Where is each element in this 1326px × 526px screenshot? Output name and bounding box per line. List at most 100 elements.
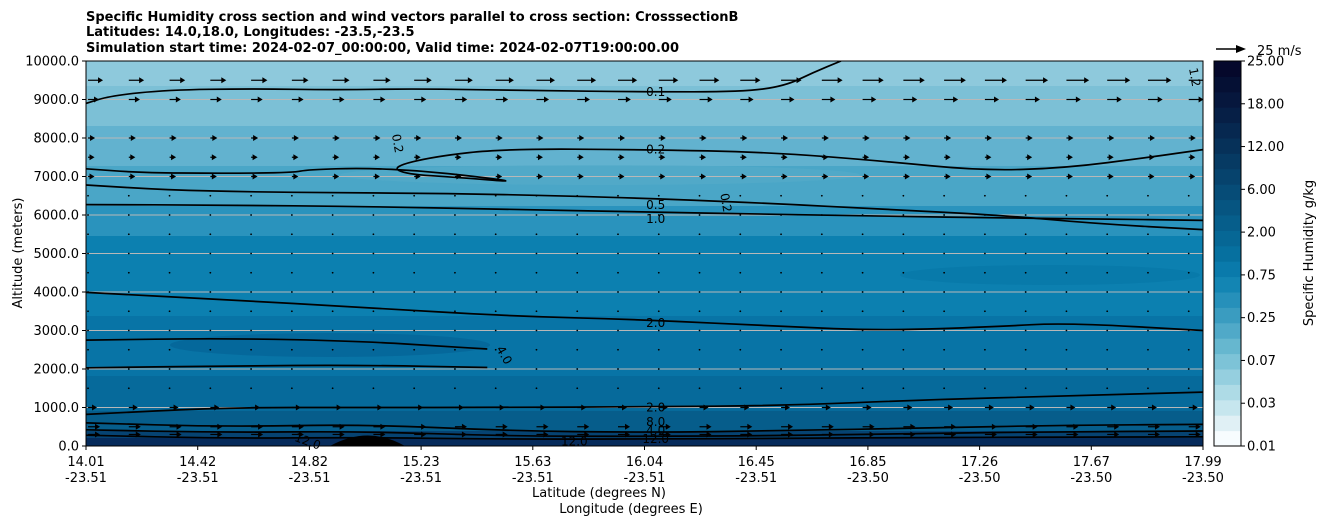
wind-vector-dot <box>820 310 823 313</box>
wind-vector-head <box>1070 404 1076 411</box>
wind-vector-dot <box>902 252 905 255</box>
wind-vector-dot <box>698 233 701 236</box>
wind-vector-dot <box>902 271 905 274</box>
colorbar-segment <box>1214 122 1241 139</box>
wind-vector-head <box>578 173 584 180</box>
wind-vector-dot <box>494 271 497 274</box>
contour-lines <box>86 61 1203 440</box>
wind-vector-head <box>878 77 884 84</box>
wind-vector-dot <box>535 214 538 216</box>
wind-vector-head <box>543 423 549 430</box>
wind-vector-head <box>1125 77 1131 84</box>
contour-label-text: 8.0 <box>646 415 665 429</box>
wind-vector-dot <box>1024 233 1027 236</box>
wind-vector-dot <box>413 252 416 255</box>
wind-vector-head <box>706 423 712 430</box>
x-tick-label-lat: 16.85 <box>849 455 886 470</box>
x-tick-label-lat: 15.63 <box>514 455 551 470</box>
wind-vector-head <box>217 431 223 438</box>
wind-vector-dot <box>1065 271 1068 274</box>
wind-vector-dot <box>1147 214 1149 216</box>
wind-vector-dot <box>698 194 701 197</box>
wind-vector-dot <box>372 368 375 370</box>
wind-vector-head <box>619 154 625 161</box>
wind-vector-dot <box>250 348 253 351</box>
wind-vector-head <box>467 77 473 84</box>
wind-vector-dot <box>657 271 660 274</box>
contour-line-1-0 <box>86 203 1203 222</box>
grid-lines <box>86 99 1203 408</box>
wind-vector-dot <box>576 252 579 255</box>
wind-vector-dot <box>250 233 253 236</box>
wind-vector-dot <box>535 368 538 370</box>
contour-label-text: 0.2 <box>717 192 734 213</box>
wind-vector-dot <box>820 194 823 197</box>
wind-vector-head <box>95 423 101 430</box>
wind-vector-dot <box>413 194 416 197</box>
wind-vector-head <box>252 173 258 180</box>
wind-vector-head <box>497 135 503 141</box>
wind-vector-dot <box>902 387 905 390</box>
x-tick-label-lat: 17.67 <box>1073 455 1110 470</box>
wind-vector-head <box>866 404 872 411</box>
wind-vector-dot <box>1106 194 1109 197</box>
wind-vector-dot <box>739 348 742 351</box>
wind-vector-head <box>90 135 96 141</box>
colorbar-tick-label: 0.01 <box>1247 440 1276 455</box>
colorbar-segment <box>1214 107 1241 124</box>
wind-vector-dot <box>290 368 293 370</box>
wind-vector-head <box>132 404 138 411</box>
contour-label-text: 1.0 <box>646 212 665 226</box>
wind-vector-dot <box>1065 214 1068 216</box>
wind-vector-dot <box>250 194 253 197</box>
colorbar-segment <box>1214 261 1241 278</box>
wind-vector-dot <box>983 252 986 255</box>
wind-vector-dot <box>943 348 946 351</box>
x-tick-label-lon: -23.51 <box>512 471 554 486</box>
wind-vector-head <box>1109 135 1115 141</box>
wind-vector-head <box>660 135 666 141</box>
y-axis: 0.0 1000.0 2000.0 3000.0 4000.0 5000.0 6000.0 7… <box>25 55 86 455</box>
wind-vector-head <box>660 154 666 161</box>
wind-vector-head <box>334 135 340 141</box>
wind-vector-dot <box>1187 387 1190 390</box>
chart-title-line-3: Simulation start time: 2024-02-07_00:00:… <box>86 41 679 56</box>
wind-vector-head <box>912 96 918 103</box>
wind-vector-dot <box>413 348 416 351</box>
wind-vector-head <box>135 423 141 430</box>
wind-vector-head <box>960 77 966 84</box>
wind-vector-head <box>303 77 309 84</box>
wind-vector-dot <box>454 194 456 197</box>
wind-vector-head <box>701 154 707 161</box>
wind-vector-dot <box>739 310 742 313</box>
contour-label: 1.2 <box>1186 67 1203 88</box>
wind-vector-dot <box>290 252 293 255</box>
wind-vector-head <box>130 154 136 161</box>
wind-vector-dot <box>209 348 212 351</box>
y-tick-label: 0.0 <box>58 440 79 455</box>
wind-vector-dot <box>494 291 497 293</box>
wind-vector-dot <box>535 252 538 255</box>
wind-vector-dot <box>290 233 293 236</box>
wind-vector-dot <box>1065 252 1068 255</box>
colorbar-segment <box>1214 307 1241 324</box>
wind-vector-dot <box>983 233 986 236</box>
colorbar-segment <box>1214 61 1241 77</box>
wind-vector-head <box>298 431 304 438</box>
wind-vector-dot <box>168 291 171 293</box>
wind-vector-dot <box>1065 348 1068 351</box>
wind-vector-head <box>1001 77 1007 84</box>
wind-vector-head <box>782 154 788 161</box>
wind-vector-dot <box>983 368 986 370</box>
wind-vector-dot <box>983 387 986 390</box>
wind-vector-dot <box>943 214 946 216</box>
wind-vector-dot <box>943 291 946 293</box>
wind-vector-head <box>212 135 218 141</box>
wind-vector-head <box>180 77 186 84</box>
colorbar-segment <box>1214 430 1241 447</box>
contour-label: 0.2 <box>389 133 406 154</box>
wind-vector-head <box>175 96 181 103</box>
wind-vector-dot <box>617 329 619 332</box>
wind-vector-head <box>537 154 543 161</box>
colorbar: 0.01 0.03 0.07 0.25 0.75 2.00 6.00 12.00 18.00 25… <box>1213 55 1284 455</box>
